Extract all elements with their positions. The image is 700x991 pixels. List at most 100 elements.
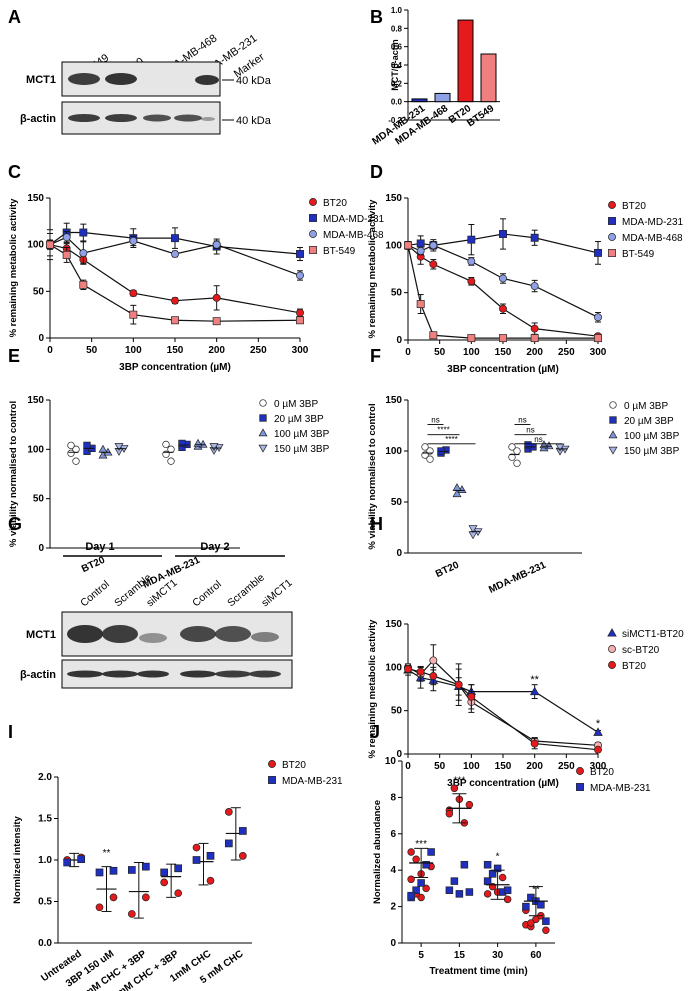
marker-label: 40 kDa	[236, 115, 272, 127]
data-point	[530, 233, 539, 242]
x-tick-label: 100	[463, 347, 480, 358]
y-axis-label: Normlized intensity	[12, 815, 23, 903]
blot-band	[180, 670, 216, 678]
legend-marker	[608, 201, 616, 209]
y-tick-label: 100	[27, 444, 44, 455]
y-tick-label: 100	[385, 446, 402, 457]
x-tick-label: 0	[47, 345, 53, 356]
legend-marker	[309, 246, 317, 254]
significance-mark: *	[496, 852, 500, 863]
bar-bt20	[457, 19, 474, 103]
data-point	[527, 919, 535, 927]
legend-label: 0 µM 3BP	[274, 399, 318, 410]
data-point	[450, 877, 459, 885]
significance-mark: **	[103, 848, 111, 859]
data-point	[427, 848, 435, 856]
legend-label: BT20	[622, 661, 646, 672]
legend-marker	[609, 401, 617, 409]
legend-label: MDA-MB-468	[323, 230, 384, 241]
panel-letter-h: H	[370, 514, 383, 534]
data-point	[206, 876, 215, 885]
x-tick-label: 30	[492, 950, 504, 961]
series-line-1	[407, 659, 599, 746]
y-tick-label: 150	[385, 395, 402, 406]
data-point	[167, 457, 175, 465]
y-tick-label: 150	[27, 395, 44, 406]
y-tick-label: 50	[391, 497, 403, 508]
data-point	[141, 893, 150, 902]
data-point	[238, 827, 247, 835]
data-point	[429, 241, 438, 250]
data-point	[412, 855, 420, 864]
y-tick-label: 50	[33, 494, 45, 505]
blot-band	[102, 670, 138, 678]
significance-mark: ns	[518, 415, 526, 424]
x-tick-label: 250	[250, 345, 267, 356]
blot-band	[105, 114, 137, 122]
y-tick-label: 0.5	[38, 897, 52, 908]
x-axis-label: 3BP concentration (µM)	[119, 362, 231, 373]
y-tick-label: 50	[391, 706, 403, 717]
significance-mark: *	[596, 718, 601, 730]
data-point	[524, 441, 532, 449]
y-axis-label: MCT/β-actin	[390, 39, 400, 91]
bar-mda-mb-468	[434, 92, 451, 103]
data-point	[67, 449, 75, 457]
y-tick-label: 0	[396, 548, 402, 559]
legend-label: MDA-MD-231	[622, 217, 684, 228]
legend-label: MDA-MB-468	[622, 233, 683, 244]
blot-band	[201, 117, 215, 121]
blot-band	[67, 670, 103, 678]
data-point	[542, 917, 550, 925]
data-point	[79, 249, 88, 258]
significance-mark: ***	[415, 839, 427, 850]
panel-letter-a: A	[8, 7, 21, 27]
data-point	[129, 236, 138, 245]
data-point	[129, 310, 138, 319]
data-point	[192, 856, 201, 864]
data-point	[445, 810, 454, 818]
data-point	[167, 445, 175, 453]
data-point	[174, 864, 183, 873]
significance-mark: ns	[431, 415, 439, 424]
data-point	[417, 893, 425, 902]
blot-row-label: MCT1	[26, 74, 56, 86]
data-point	[404, 665, 412, 674]
panel-letter-e: E	[8, 346, 20, 366]
legend-label: 150 µM 3BP	[624, 446, 680, 457]
day-label: Day 2	[200, 541, 229, 553]
data-point	[224, 839, 233, 848]
lane-label: Scramble	[225, 571, 267, 609]
blot-band	[68, 114, 100, 122]
blot-row-label: β-actin	[20, 113, 56, 125]
legend-label: siMCT1-BT20	[622, 629, 684, 640]
legend-label: 100 µM 3BP	[274, 429, 330, 440]
y-axis-label: % viability normalised to control	[8, 401, 19, 547]
legend-label: BT20	[282, 760, 306, 771]
marker-label: 40 kDa	[236, 75, 272, 87]
legend-marker	[258, 444, 268, 453]
blot-band	[174, 114, 202, 122]
x-tick-label: 200	[526, 761, 543, 772]
data-point	[62, 250, 71, 259]
data-point	[454, 680, 463, 689]
legend-marker	[608, 446, 618, 455]
data-point	[407, 848, 415, 856]
y-tick-label: 2.0	[38, 772, 52, 783]
data-point	[530, 282, 539, 290]
data-point	[452, 489, 462, 498]
x-tick-label: 300	[292, 345, 309, 356]
data-point	[46, 240, 54, 249]
data-point	[171, 250, 179, 258]
legend-label: sc-BT20	[622, 645, 660, 656]
data-point	[416, 300, 425, 308]
data-point	[95, 868, 104, 877]
data-point	[426, 455, 434, 463]
data-point	[513, 459, 521, 467]
y-tick-label: 150	[385, 193, 402, 204]
data-point	[407, 891, 415, 900]
data-point	[160, 878, 169, 887]
x-tick-label: 50	[434, 347, 446, 358]
x-tick-label: 50	[86, 345, 98, 356]
y-axis-label: % remaining metabolic activity	[367, 619, 378, 759]
